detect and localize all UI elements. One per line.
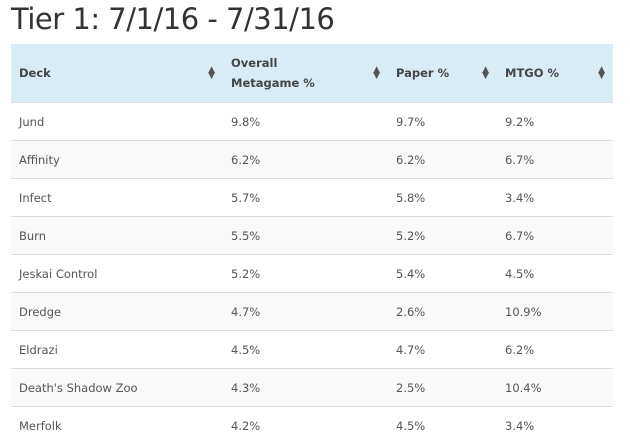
sort-icon[interactable]: ▲ ▼ (208, 65, 215, 81)
cell-deck: Burn (11, 216, 223, 255)
cell-overall-metagame: 4.7% (223, 292, 388, 331)
cell-paper: 5.2% (388, 216, 497, 255)
cell-paper: 5.4% (388, 254, 497, 293)
cell-deck: Jund (11, 102, 223, 141)
cell-mtgo: 9.2% (497, 102, 613, 141)
table-row: Eldrazi 4.5% 4.7% 6.2% (11, 330, 613, 369)
column-header-mtgo[interactable]: MTGO % ▲ ▼ (497, 44, 613, 103)
cell-paper: 4.7% (388, 330, 497, 369)
cell-mtgo: 6.7% (497, 140, 613, 179)
cell-overall-metagame: 4.5% (223, 330, 388, 369)
cell-paper: 9.7% (388, 102, 497, 141)
cell-overall-metagame: 4.2% (223, 406, 388, 444)
table-row: Jund 9.8% 9.7% 9.2% (11, 102, 613, 141)
cell-mtgo: 10.4% (497, 368, 613, 407)
cell-deck: Merfolk (11, 406, 223, 444)
cell-paper: 4.5% (388, 406, 497, 444)
sort-icon[interactable]: ▲ ▼ (482, 65, 489, 81)
cell-deck: Jeskai Control (11, 254, 223, 293)
cell-deck: Death's Shadow Zoo (11, 368, 223, 407)
table-row: Dredge 4.7% 2.6% 10.9% (11, 292, 613, 331)
column-header-deck[interactable]: Deck ▲ ▼ (11, 44, 223, 103)
cell-mtgo: 6.2% (497, 330, 613, 369)
cell-mtgo: 3.4% (497, 406, 613, 444)
cell-mtgo: 3.4% (497, 178, 613, 217)
table-row: Death's Shadow Zoo 4.3% 2.5% 10.4% (11, 368, 613, 407)
column-header-label: Overall Metagame % (231, 56, 315, 90)
column-header-label: Paper % (396, 66, 450, 80)
cell-deck: Affinity (11, 140, 223, 179)
cell-overall-metagame: 9.8% (223, 102, 388, 141)
sort-icon[interactable]: ▲ ▼ (373, 65, 380, 81)
cell-overall-metagame: 5.5% (223, 216, 388, 255)
cell-overall-metagame: 4.3% (223, 368, 388, 407)
table-row: Affinity 6.2% 6.2% 6.7% (11, 140, 613, 179)
cell-mtgo: 6.7% (497, 216, 613, 255)
cell-deck: Dredge (11, 292, 223, 331)
cell-overall-metagame: 5.2% (223, 254, 388, 293)
table-row: Merfolk 4.2% 4.5% 3.4% (11, 406, 613, 444)
column-header-paper[interactable]: Paper % ▲ ▼ (388, 44, 497, 103)
cell-overall-metagame: 5.7% (223, 178, 388, 217)
cell-overall-metagame: 6.2% (223, 140, 388, 179)
table-row: Burn 5.5% 5.2% 6.7% (11, 216, 613, 255)
column-header-label: MTGO % (505, 66, 560, 80)
cell-deck: Infect (11, 178, 223, 217)
cell-deck: Eldrazi (11, 330, 223, 369)
cell-mtgo: 10.9% (497, 292, 613, 331)
column-header-label: Deck (19, 66, 51, 80)
page-title: Tier 1: 7/1/16 - 7/31/16 (11, 2, 335, 36)
cell-mtgo: 4.5% (497, 254, 613, 293)
sort-icon[interactable]: ▲ ▼ (598, 65, 605, 81)
column-header-overall-metagame[interactable]: Overall Metagame % ▲ ▼ (223, 44, 388, 103)
table-row: Jeskai Control 5.2% 5.4% 4.5% (11, 254, 613, 293)
metagame-table: Deck ▲ ▼ Overall Metagame % ▲ ▼ Paper % ▲ ▼ MTGO … (11, 44, 613, 444)
cell-paper: 5.8% (388, 178, 497, 217)
table-row: Infect 5.7% 5.8% 3.4% (11, 178, 613, 217)
cell-paper: 6.2% (388, 140, 497, 179)
cell-paper: 2.6% (388, 292, 497, 331)
cell-paper: 2.5% (388, 368, 497, 407)
